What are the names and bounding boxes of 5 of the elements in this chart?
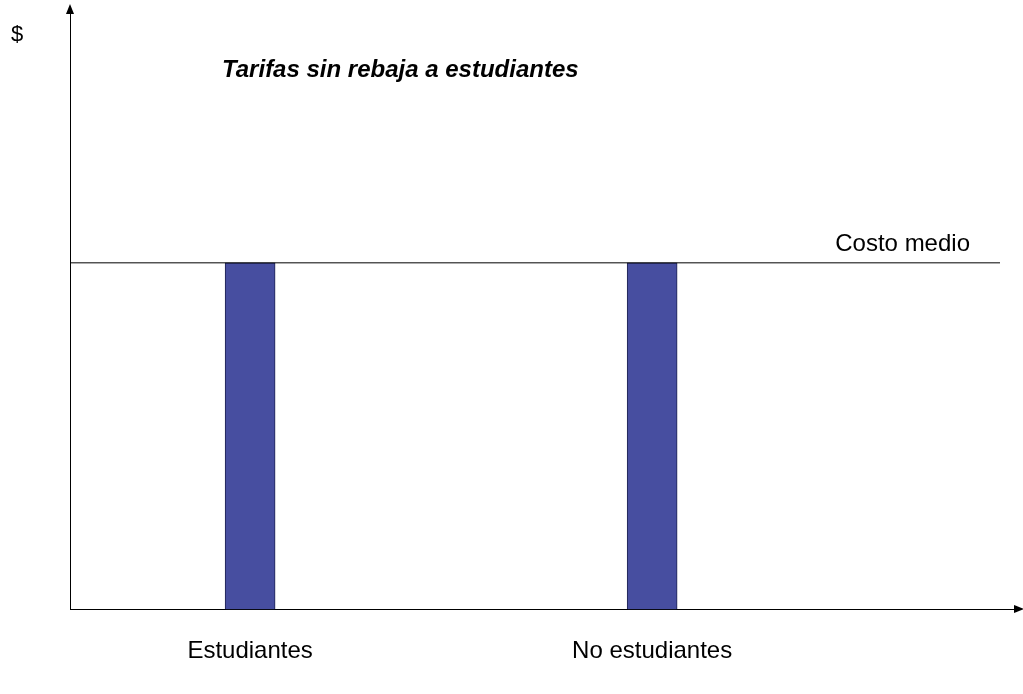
ref-line-label: Costo medio	[835, 229, 970, 257]
x-tick-label: No estudiantes	[572, 636, 733, 664]
text: $	[10, 21, 24, 47]
x-tick-label: Estudiantes	[187, 636, 313, 664]
chart-title: Tarifas sin rebaja a estudiantes	[222, 54, 579, 82]
